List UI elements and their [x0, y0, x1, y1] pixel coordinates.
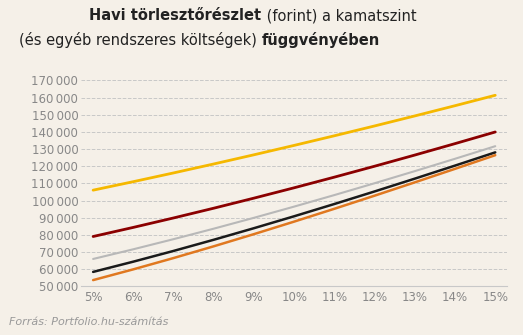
Text: Forrás: Portfolio.hu-számítás: Forrás: Portfolio.hu-számítás [9, 317, 169, 327]
Text: Havi törlesztőrészlet: Havi törlesztőrészlet [89, 8, 262, 23]
Text: (forint) a kamatszint: (forint) a kamatszint [262, 8, 416, 23]
Text: (és egyéb rendszeres költségek): (és egyéb rendszeres költségek) [19, 32, 262, 48]
Text: függvényében: függvényében [262, 32, 380, 48]
